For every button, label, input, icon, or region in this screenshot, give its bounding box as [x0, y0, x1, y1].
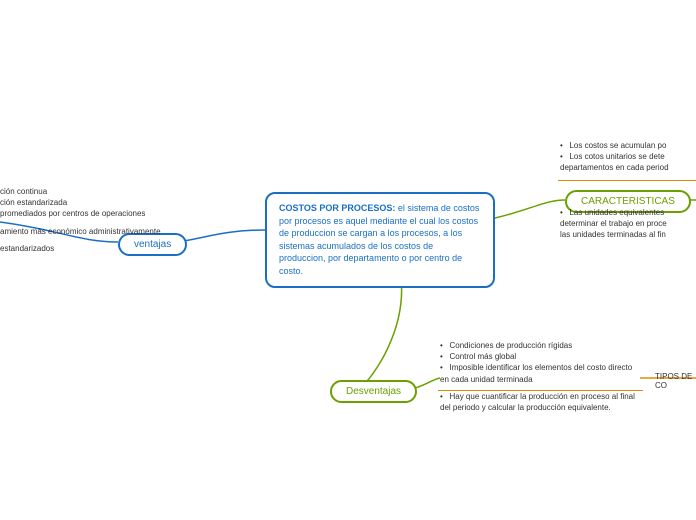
desv-item: • Control más global [440, 351, 650, 362]
central-node: COSTOS POR PROCESOS: el sistema de costo… [265, 192, 495, 288]
caract-item: • Los cotos unitarios se dete [560, 151, 696, 162]
branch-desventajas: Desventajas [330, 380, 417, 403]
ventajas-item: promediados por centros de operaciones [0, 208, 200, 219]
ventajas-item: estandarizados [0, 243, 200, 254]
ventajas-item: amiento más económico administrativament… [0, 226, 200, 237]
caract-item: departamentos en cada period [560, 162, 696, 173]
central-title: COSTOS POR PROCESOS: [279, 203, 395, 213]
caract-divider [558, 180, 696, 181]
branch-desventajas-label: Desventajas [346, 386, 401, 397]
caract-item: las unidades terminadas al fin [560, 229, 696, 240]
desv-item: del periodo y calcular la producción equ… [440, 402, 650, 413]
ventajas-item: ción estandarizada [0, 197, 200, 208]
desv-item: en cada unidad terminada [440, 374, 650, 385]
desv-divider [438, 390, 643, 391]
desv-item: • Imposible identificar los elementos de… [440, 362, 650, 373]
caract-item: • Las unidades equivalentes [560, 207, 696, 218]
caracteristicas-text-2: • Las unidades equivalentes determinar e… [560, 207, 696, 241]
desv-item: • Condiciones de producción rígidas [440, 340, 650, 351]
central-body: el sistema de costos por procesos es aqu… [279, 203, 479, 276]
caracteristicas-text: • Los costos se acumulan po • Los cotos … [560, 140, 696, 174]
ventajas-text: ción continua ción estandarizada promedi… [0, 186, 200, 254]
tipos-label: TIPOS DE CO [655, 372, 696, 390]
desventajas-text: • Condiciones de producción rígidas • Co… [440, 340, 650, 413]
branch-caracteristicas-label: CARACTERISTICAS [581, 196, 675, 207]
caract-item: • Los costos se acumulan po [560, 140, 696, 151]
caract-item: determinar el trabajo en proce [560, 218, 696, 229]
desv-item: • Hay que cuantificar la producción en p… [440, 391, 650, 402]
ventajas-item: ción continua [0, 186, 200, 197]
